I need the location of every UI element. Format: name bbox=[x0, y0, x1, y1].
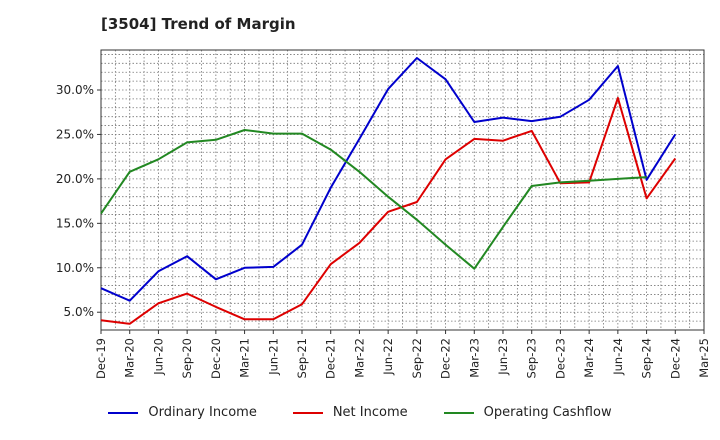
x-tick-label: Mar-25 bbox=[697, 338, 711, 378]
x-tick-label: Dec-23 bbox=[553, 338, 567, 379]
legend-label: Ordinary Income bbox=[148, 405, 257, 420]
x-tick-label: Jun-21 bbox=[266, 338, 280, 376]
x-tick-label: Mar-21 bbox=[238, 338, 252, 378]
x-tick-labels: Dec-19 Mar-20 Jun-20 Sep-20 Dec-20 Mar-21 Jun-… bbox=[94, 338, 711, 379]
x-tick-label: Dec-20 bbox=[209, 338, 223, 379]
x-tick-label: Jun-22 bbox=[381, 338, 395, 376]
y-tick-label: 25.0% bbox=[56, 127, 94, 141]
y-tick-label: 30.0% bbox=[56, 83, 94, 97]
y-tick-label: 15.0% bbox=[56, 216, 94, 230]
legend-swatch bbox=[443, 411, 474, 414]
x-tick-label: Jun-24 bbox=[611, 338, 625, 376]
x-tick-label: Mar-22 bbox=[352, 338, 366, 378]
x-tick-label: Dec-21 bbox=[324, 338, 338, 379]
x-tick-label: Dec-22 bbox=[439, 338, 453, 379]
x-tick-label: Jun-20 bbox=[151, 338, 165, 376]
chart-title: [3504] Trend of Margin bbox=[101, 15, 296, 33]
legend-item: Net Income bbox=[292, 405, 408, 420]
legend-label: Net Income bbox=[332, 405, 408, 420]
x-tick-label: Mar-24 bbox=[582, 338, 596, 378]
axes bbox=[97, 49, 705, 334]
x-tick-label: Sep-23 bbox=[525, 338, 539, 378]
legend-label: Operating Cashflow bbox=[483, 405, 612, 420]
x-tick-label: Dec-19 bbox=[94, 338, 108, 379]
x-tick-label: Dec-24 bbox=[668, 338, 682, 379]
series bbox=[100, 57, 677, 325]
x-tick-label: Sep-21 bbox=[295, 338, 309, 378]
series-line-net-income bbox=[100, 97, 677, 325]
x-tick-label: Mar-23 bbox=[467, 338, 481, 378]
x-tick-label: Sep-22 bbox=[410, 338, 424, 378]
y-tick-label: 20.0% bbox=[56, 172, 94, 186]
x-tick-label: Jun-23 bbox=[496, 338, 510, 376]
x-tick-label: Mar-20 bbox=[123, 338, 137, 378]
series-line-operating-cashflow bbox=[100, 129, 647, 270]
legend: Ordinary Income Net Income Operating Cashf… bbox=[0, 405, 720, 420]
y-tick-labels: 5.0% 10.0% 15.0% 20.0% 25.0% 30.0% bbox=[56, 83, 94, 319]
legend-swatch bbox=[292, 411, 323, 414]
y-tick-label: 10.0% bbox=[56, 261, 94, 275]
grid bbox=[100, 50, 705, 331]
x-tick-label: Sep-24 bbox=[640, 338, 654, 378]
series-line-ordinary-income bbox=[100, 57, 677, 302]
plot-frame bbox=[100, 49, 705, 331]
legend-item: Operating Cashflow bbox=[443, 405, 612, 420]
y-tick-label: 5.0% bbox=[64, 305, 95, 319]
legend-item: Ordinary Income bbox=[108, 405, 257, 420]
legend-swatch bbox=[108, 411, 139, 414]
x-tick-label: Sep-20 bbox=[180, 338, 194, 378]
